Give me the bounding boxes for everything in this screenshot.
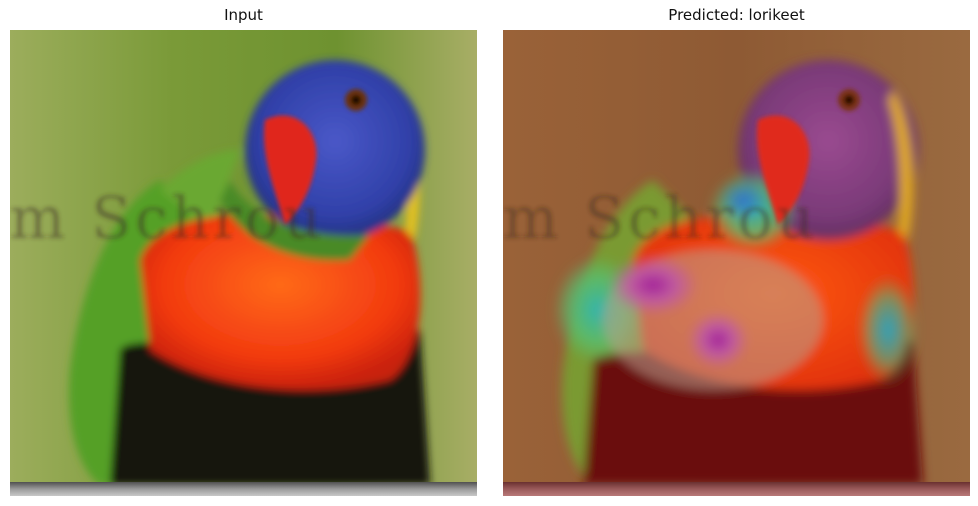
watermark-text-overlay: m Schrou <box>503 184 818 252</box>
input-panel-title: Input <box>224 6 263 24</box>
watermark-text: m Schrou <box>10 184 325 252</box>
prediction-heatmap-image: m Schrou <box>503 30 970 496</box>
lorikeet-photo: m Schrou <box>10 30 477 496</box>
input-image: m Schrou <box>10 30 477 496</box>
lorikeet-heatmap-overlay: m Schrou <box>503 30 970 496</box>
prediction-panel-title: Predicted: lorikeet <box>668 6 805 24</box>
